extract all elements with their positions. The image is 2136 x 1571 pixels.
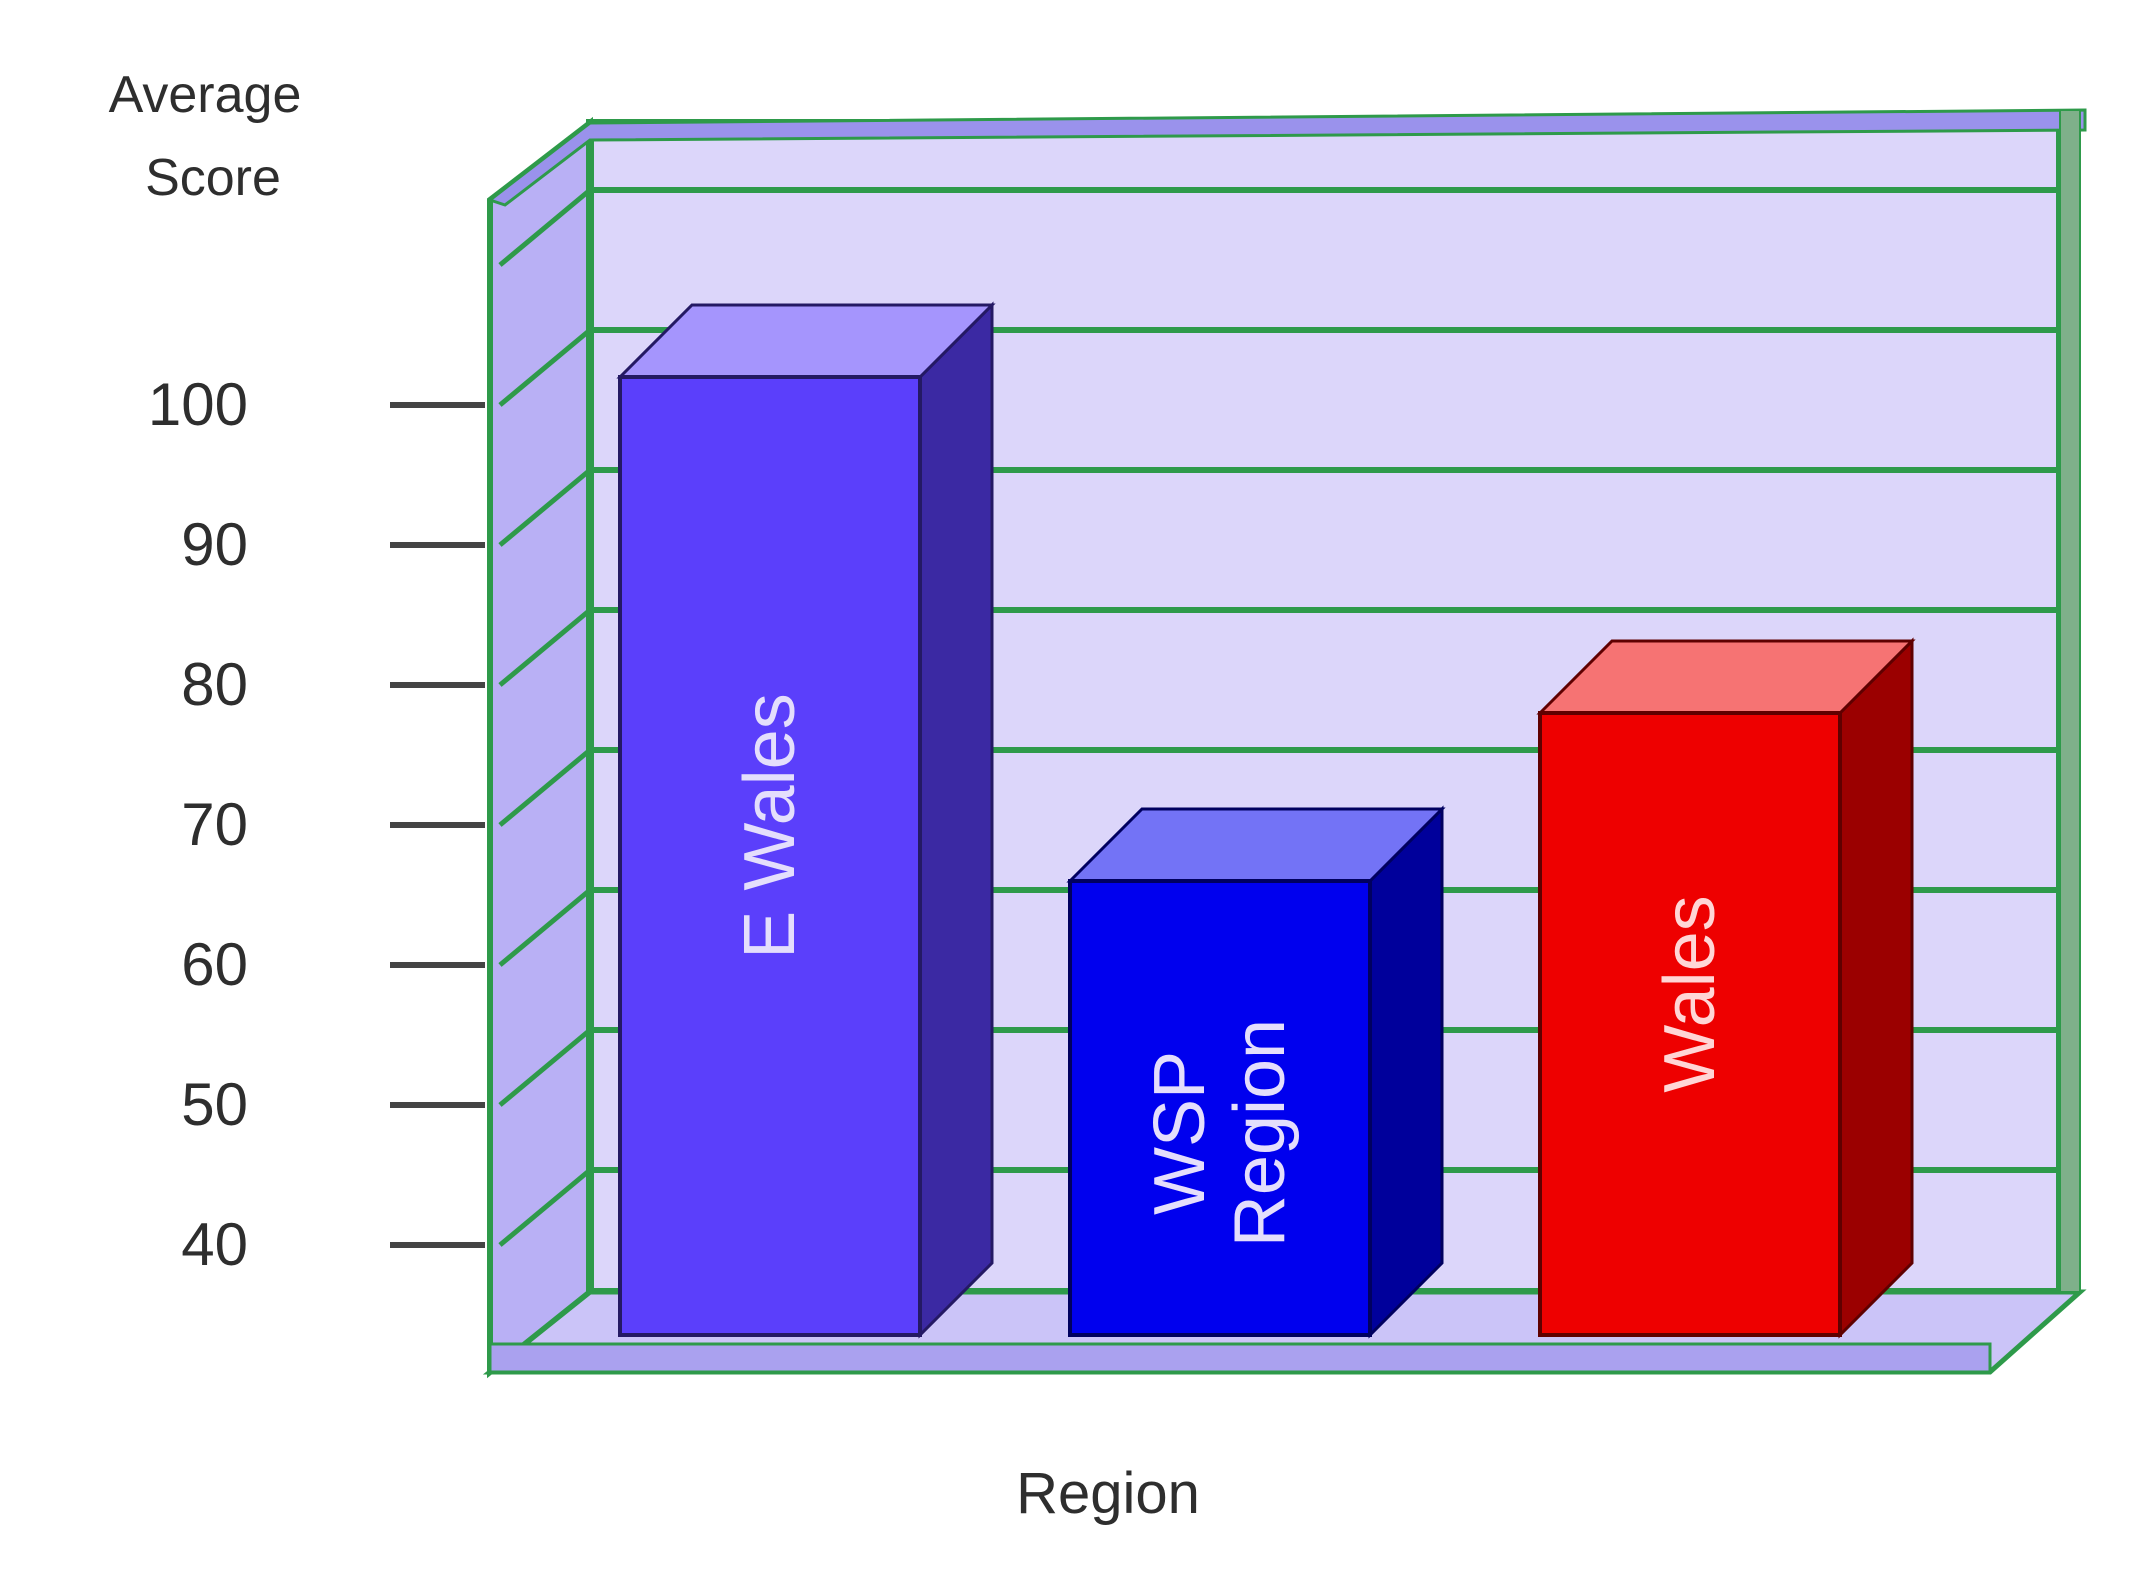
y-tick-label: 40 [181,1211,248,1278]
back-wall-right-edge [2059,109,2081,1293]
gridline-side [498,1028,592,1107]
y-tick-label: 80 [181,651,248,718]
bar-label: WSPRegion [1140,1019,1300,1247]
y-tick-label: 100 [148,371,248,438]
y-axis-label-line1: Average [109,66,302,124]
y-tick-label: 60 [181,931,248,998]
y-tick-label: 50 [181,1071,248,1138]
bars: E Wales WSPRegion Wales [616,301,1916,1339]
x-axis-label: Region [1016,1461,1200,1526]
bar-3: Wales [1536,637,1916,1339]
gridline-side [498,888,592,967]
gridline-side [498,1168,592,1247]
bar-2: WSPRegion [1066,805,1446,1339]
gridline-side [498,328,592,407]
bar-side [1838,637,1914,1339]
bar-front [1538,711,1842,1337]
bar-1: E Wales [616,301,996,1339]
bar-label: Wales [1650,895,1730,1092]
back-wall-top-edge [486,108,2087,207]
gridline-side [498,608,592,687]
gridline-side [498,188,592,267]
bar-front [618,375,922,1337]
bar-label: E Wales [730,693,810,958]
floor-front-edge [488,1342,1992,1374]
y-tick-label: 70 [181,791,248,858]
y-axis-ticks: 40 50 60 70 80 90 100 [148,371,485,1278]
gridline-side [498,468,592,547]
bar-side [1368,805,1444,1339]
gridline-side [498,748,592,827]
bar-front [1068,879,1372,1337]
y-tick-label: 90 [181,511,248,578]
y-axis-label-line2: Score [145,149,281,207]
bar-side [918,301,994,1339]
